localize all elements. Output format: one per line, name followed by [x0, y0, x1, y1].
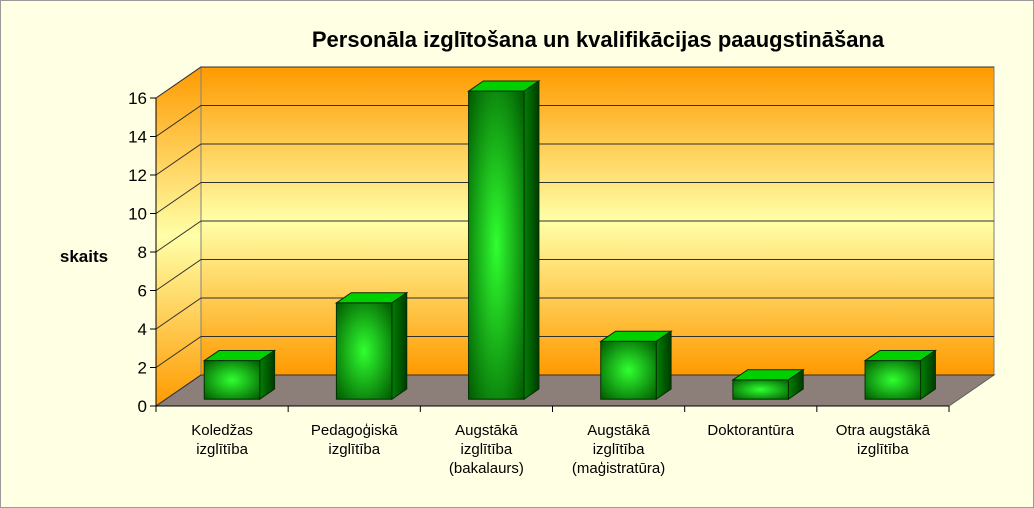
- grid-line: [155, 336, 994, 368]
- y-tick-label: 4: [138, 320, 147, 339]
- bar: [202, 349, 277, 401]
- y-tick-label: 8: [138, 243, 147, 262]
- chart-title: Personāla izglītošana un kvalifikācijas …: [312, 27, 885, 52]
- y-tick-label: 14: [128, 128, 147, 147]
- grid-line: [155, 374, 994, 407]
- y-tick-label: 12: [128, 166, 147, 185]
- y-axis-label: skaits: [60, 247, 108, 266]
- x-tick-label: Augstākā izglītība (bakalaurs): [448, 422, 524, 477]
- grid-line: [155, 105, 994, 137]
- grid-line: [155, 297, 994, 330]
- bar-side: [391, 291, 408, 401]
- bar: [731, 368, 805, 401]
- bar-side: [523, 79, 540, 401]
- bar: [466, 79, 541, 401]
- x-tick-label: Doktorantūra: [707, 422, 795, 439]
- grid-line: [155, 143, 994, 176]
- grid-line: [155, 66, 994, 99]
- bar-front: [600, 340, 657, 400]
- x-tick-label: Pedagoģiskā izglītība: [310, 422, 398, 458]
- bar: [863, 349, 938, 401]
- bar-front: [864, 360, 922, 400]
- y-tick-label: 6: [138, 282, 147, 301]
- bar: [334, 291, 409, 401]
- y-tick-label: 0: [138, 397, 147, 416]
- bar-side: [655, 330, 672, 401]
- bar-front: [468, 90, 525, 400]
- bar-front: [203, 360, 261, 400]
- x-tick-label: Koledžas izglītība: [191, 422, 253, 458]
- grid-line: [155, 220, 994, 253]
- y-tick-label: 2: [138, 359, 147, 378]
- y-tick-label: 16: [128, 89, 147, 108]
- x-tick-label: Augstākā izglītība (maģistratūra): [571, 422, 666, 477]
- bar-front: [335, 302, 393, 400]
- grid-line: [155, 182, 994, 214]
- bar: [599, 330, 673, 401]
- x-tick-label: Otra augstākā izglītība: [835, 422, 931, 458]
- y-tick-label: 10: [128, 205, 147, 224]
- bar-front: [732, 379, 789, 400]
- grid-line: [155, 259, 994, 291]
